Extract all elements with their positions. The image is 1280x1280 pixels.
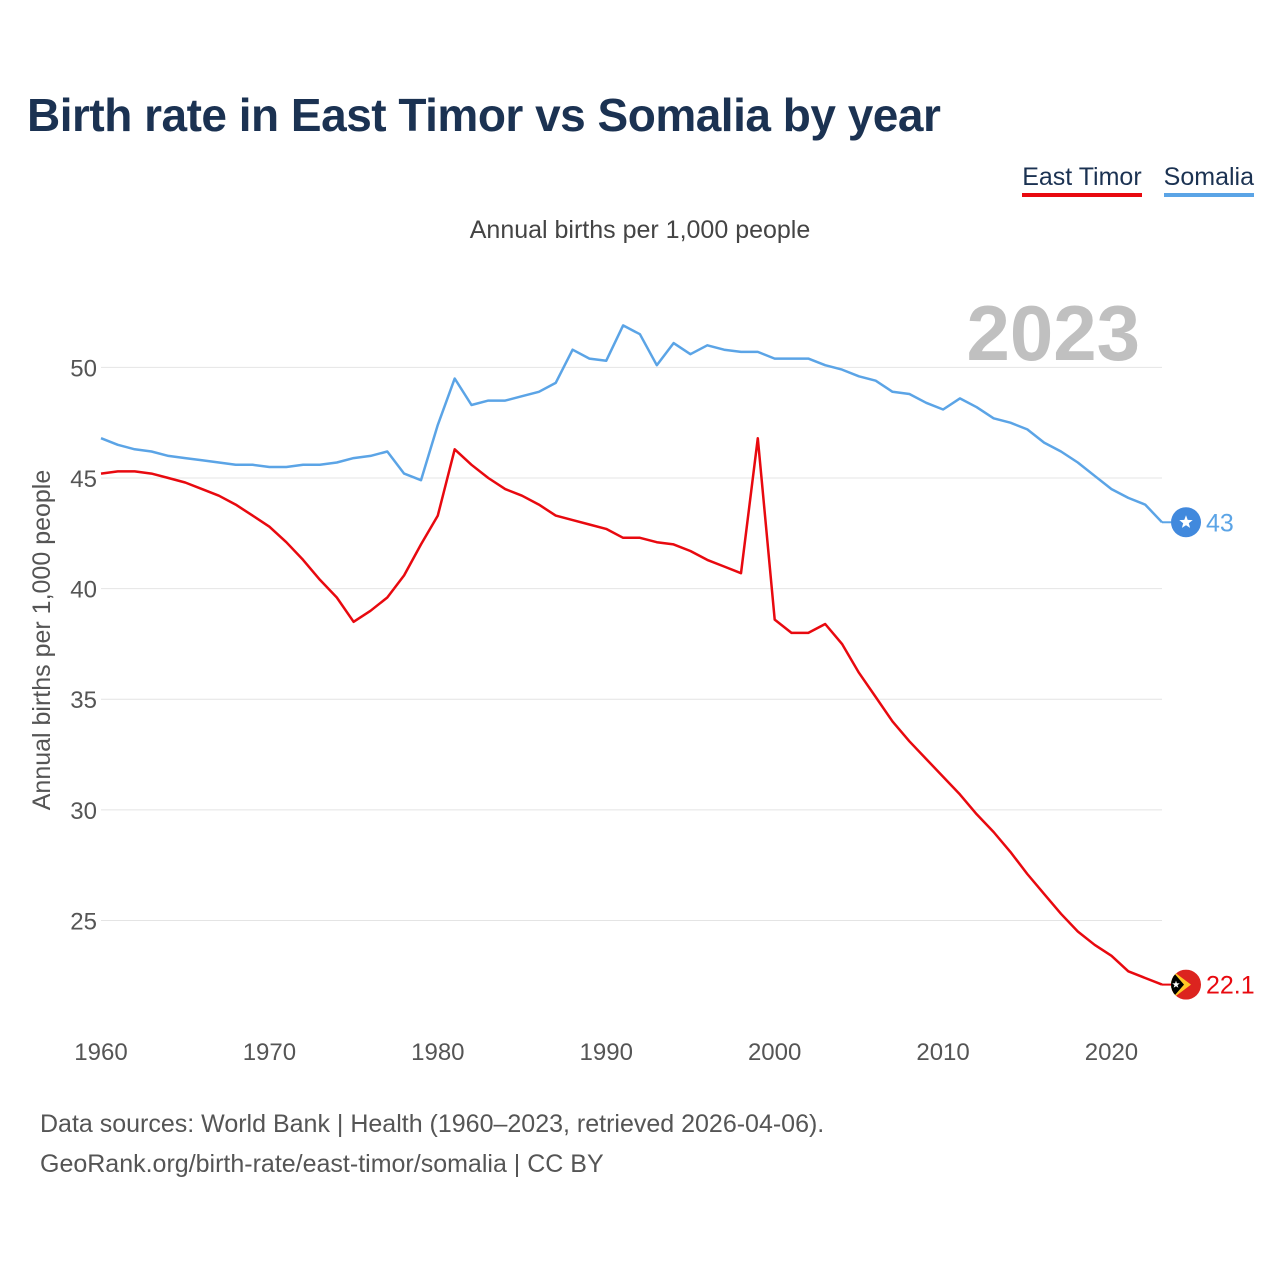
y-tick-label-50: 50 xyxy=(70,355,97,382)
year-label: 2023 xyxy=(966,289,1140,377)
x-tick-label-2010: 2010 xyxy=(916,1039,969,1066)
x-tick-label-1970: 1970 xyxy=(243,1039,296,1066)
somalia-flag-icon xyxy=(1171,507,1201,538)
legend-item-east-timor[interactable]: East Timor xyxy=(1022,163,1142,197)
y-axis-ticks: 25 30 35 40 45 50 xyxy=(70,355,97,935)
y-tick-label-45: 45 xyxy=(70,466,97,493)
legend: East Timor Somalia xyxy=(1022,163,1254,197)
x-tick-label-1960: 1960 xyxy=(74,1039,127,1066)
x-tick-label-1990: 1990 xyxy=(580,1039,633,1066)
end-label-somalia: 43 xyxy=(1206,509,1234,537)
series-line-east-timor xyxy=(100,436,1163,986)
chart-title: Birth rate in East Timor vs Somalia by y… xyxy=(27,89,941,141)
grid-lines xyxy=(101,366,1162,921)
y-tick-label-40: 40 xyxy=(70,577,97,604)
y-tick-label-25: 25 xyxy=(70,908,97,935)
end-labels: 22.1 43 xyxy=(1206,509,1255,999)
y-tick-label-30: 30 xyxy=(70,798,97,825)
series-line-somalia xyxy=(100,324,1163,524)
end-markers xyxy=(1171,507,1201,1000)
x-tick-label-2000: 2000 xyxy=(748,1039,801,1066)
x-tick-label-2020: 2020 xyxy=(1085,1039,1138,1066)
chart-subtitle: Annual births per 1,000 people xyxy=(469,216,811,244)
footer: Data sources: World Bank | Health (1960–… xyxy=(40,1104,824,1184)
y-axis-label: Annual births per 1,000 people xyxy=(28,470,56,811)
east-timor-flag-icon xyxy=(1171,969,1201,1000)
x-axis-ticks: 1960 1970 1980 1990 2000 2010 2020 xyxy=(74,1039,1138,1066)
source-url[interactable]: GeoRank.org/birth-rate/east-timor/somali… xyxy=(40,1150,604,1178)
series-lines xyxy=(100,324,1171,986)
y-tick-label-35: 35 xyxy=(70,687,97,714)
x-tick-label-1980: 1980 xyxy=(411,1039,464,1066)
end-label-east-timor: 22.1 xyxy=(1206,972,1255,1000)
data-source-note: Data sources: World Bank | Health (1960–… xyxy=(40,1110,825,1138)
legend-item-somalia[interactable]: Somalia xyxy=(1163,163,1254,197)
